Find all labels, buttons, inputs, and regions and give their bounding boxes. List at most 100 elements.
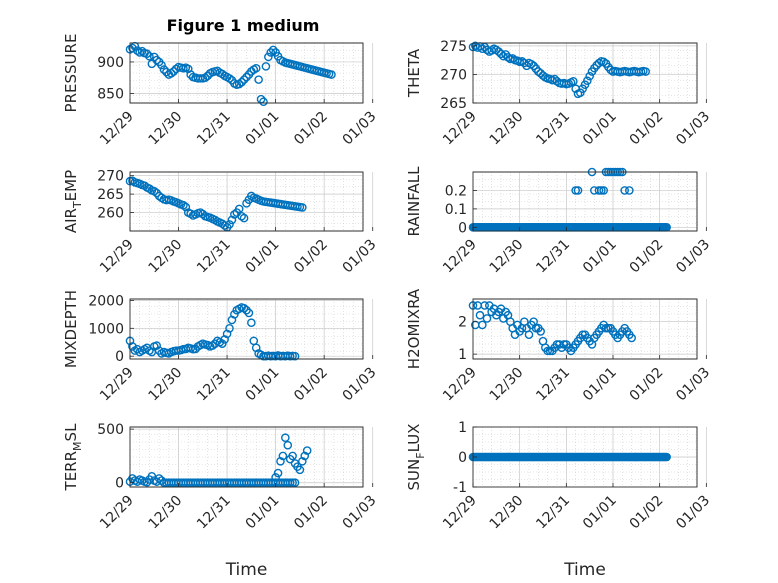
x-tick-label: 01/03 (340, 493, 380, 533)
y-axis-label: THETA (405, 48, 423, 98)
y-axis-label: TERRMSL (62, 423, 84, 492)
axes-border (129, 426, 364, 488)
data-point (261, 62, 271, 71)
y-tick-label: 0 (458, 220, 467, 236)
subplot-pressure: 850 900 12/29 12/30 12/31 01/01 01/02 01/03 PRES… (62, 34, 380, 149)
subplot-h2omixra: 1 2 12/29 12/30 12/31 01/01 01/02 01/03 H2OMIXRA (405, 288, 713, 404)
data-point (288, 451, 297, 461)
x-tick-label: 12/30 (487, 493, 527, 533)
y-tick-label: -1 (453, 480, 467, 496)
x-tick-label: 12/29 (97, 365, 137, 405)
x-tick-label: 01/03 (673, 493, 713, 533)
data-point (496, 49, 506, 59)
y-tick-label: 260 (97, 206, 124, 222)
data-point (273, 468, 283, 478)
y-axis-label: MIXDEPTH (62, 290, 80, 368)
data-point (266, 48, 276, 57)
data-point (478, 320, 487, 330)
y-tick-label: 275 (440, 39, 467, 55)
x-tick-label: 01/02 (291, 493, 331, 533)
data-point (327, 70, 336, 79)
x-tick-label: 12/29 (440, 493, 480, 533)
x-tick-label: 12/31 (194, 237, 234, 277)
data-point (271, 473, 280, 482)
data-point (157, 60, 166, 70)
data-point (132, 46, 142, 55)
y-tick-label: 0 (115, 476, 124, 492)
data-point (524, 330, 534, 339)
x-tick-label: 01/01 (580, 365, 620, 405)
x-tick-label: 01/02 (627, 365, 667, 405)
data-point (152, 341, 161, 350)
y-tick-label: 270 (440, 67, 467, 83)
x-tick-label: 01/03 (340, 109, 380, 149)
data-point (494, 47, 503, 56)
data-point (179, 200, 188, 210)
data-point (154, 474, 164, 483)
y-tick-label: 0 (115, 349, 124, 365)
y-tick-label: 1 (458, 420, 467, 436)
x-tick-label: 12/29 (440, 365, 480, 405)
x-tick-label: 12/29 (440, 109, 480, 149)
data-point (641, 67, 650, 76)
x-tick-label: 12/30 (146, 493, 186, 533)
axes-border (129, 42, 364, 104)
x-tick-label: 01/01 (243, 237, 283, 277)
x-tick-label: 01/03 (673, 109, 713, 149)
data-point (225, 220, 234, 229)
y-tick-label: 1000 (88, 321, 124, 337)
data-point (569, 76, 578, 86)
data-point (196, 74, 205, 83)
data-point (573, 186, 583, 195)
data-point (508, 54, 517, 63)
data-point (480, 301, 489, 310)
data-point (128, 43, 137, 53)
data-point (239, 213, 249, 223)
y-tick-label: 270 (97, 169, 124, 185)
subplot-sun-flux: -1 0 1 12/29 12/30 12/31 01/01 01/02 01/03 SUNFLU… (405, 420, 713, 580)
data-point (244, 308, 254, 318)
data-point (251, 63, 261, 73)
y-tick-label: 850 (97, 87, 124, 103)
data-point (625, 186, 634, 195)
data-point (478, 44, 487, 54)
x-tick-label: 12/29 (440, 237, 480, 277)
subplot-mixdepth: 0 1000 2000 12/29 12/30 12/31 01/01 01/02 01/03 M… (62, 290, 380, 404)
x-tick-label: 12/31 (533, 493, 573, 533)
x-tick-label: 12/30 (487, 237, 527, 277)
axes-border (472, 298, 698, 360)
y-axis-label: AIRTEMP (62, 170, 84, 233)
data-point (599, 57, 608, 67)
y-axis-label: RAINFALL (405, 166, 423, 237)
axes-border (129, 298, 364, 360)
x-tick-label: 01/03 (673, 237, 713, 277)
x-tick-label: 01/01 (243, 493, 283, 533)
x-tick-label: 12/30 (487, 365, 527, 405)
x-tick-label: 12/30 (487, 109, 527, 149)
data-point (234, 204, 244, 214)
data-point (281, 433, 290, 443)
x-axis-label: Time (225, 560, 268, 580)
x-tick-label: 12/29 (97, 237, 137, 277)
axes-border (129, 171, 364, 232)
x-tick-label: 12/31 (194, 493, 234, 533)
y-tick-label: 1 (458, 347, 467, 363)
data-point (225, 324, 234, 333)
x-tick-label: 01/01 (580, 109, 620, 149)
x-tick-label: 01/02 (627, 493, 667, 533)
data-point (300, 451, 310, 461)
data-point (237, 211, 246, 221)
data-point (200, 73, 210, 83)
data-point (599, 186, 608, 195)
y-tick-label: 500 (97, 422, 124, 438)
x-tick-label: 12/31 (533, 237, 573, 277)
x-tick-label: 01/01 (580, 237, 620, 277)
x-tick-label: 01/03 (673, 365, 713, 405)
y-tick-label: 2 (458, 315, 467, 331)
subplot-air-temp: 260 265 270 12/29 12/30 12/31 01/01 01/02 01/03 A… (62, 169, 380, 277)
axes-border (472, 171, 698, 232)
y-tick-label: 0.2 (445, 183, 467, 199)
data-point (145, 51, 154, 61)
data-point (259, 97, 268, 107)
